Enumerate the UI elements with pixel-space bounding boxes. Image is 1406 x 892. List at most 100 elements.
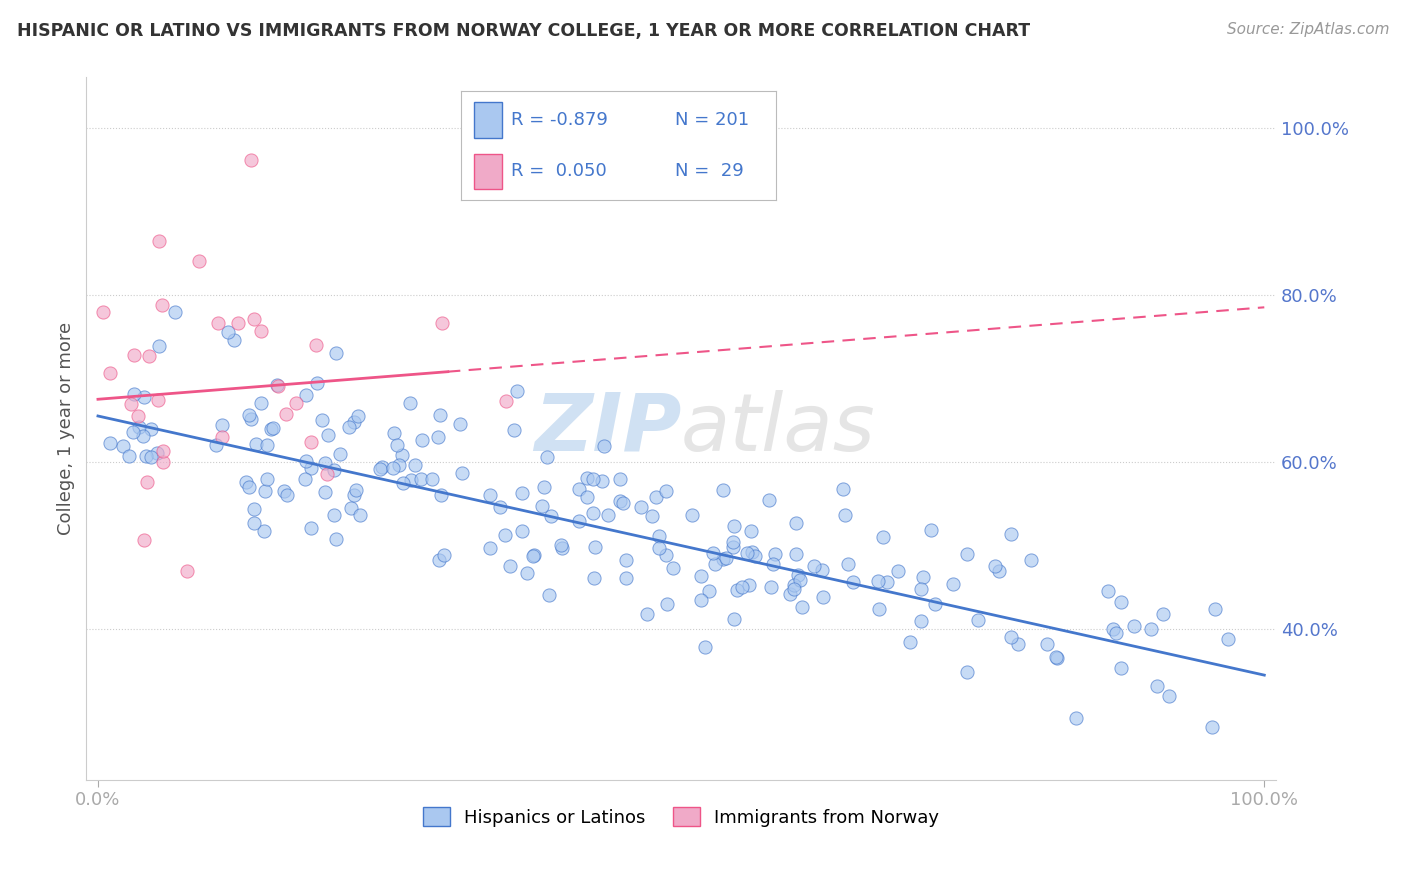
Point bbox=[124, 387, 146, 401]
Point bbox=[1019, 552, 1042, 566]
Point bbox=[1045, 650, 1067, 665]
Point bbox=[810, 563, 832, 577]
Point bbox=[146, 446, 169, 460]
Point bbox=[273, 483, 295, 498]
Point bbox=[134, 390, 156, 404]
Point bbox=[349, 508, 371, 523]
Point bbox=[284, 396, 307, 410]
Point bbox=[510, 524, 533, 538]
Point bbox=[135, 449, 157, 463]
Point bbox=[132, 429, 155, 443]
Point bbox=[1140, 622, 1163, 636]
Point bbox=[382, 461, 405, 475]
Point bbox=[205, 438, 228, 452]
Point bbox=[648, 541, 671, 556]
Point bbox=[910, 582, 932, 596]
Point bbox=[503, 424, 526, 438]
Point bbox=[176, 564, 198, 578]
Point bbox=[783, 578, 806, 592]
Point bbox=[537, 588, 560, 602]
Point bbox=[762, 557, 785, 571]
Point bbox=[148, 393, 170, 408]
Point bbox=[582, 471, 605, 485]
Point bbox=[163, 305, 186, 319]
Text: Source: ZipAtlas.com: Source: ZipAtlas.com bbox=[1226, 22, 1389, 37]
Point bbox=[723, 519, 745, 533]
Point bbox=[499, 559, 522, 574]
Point bbox=[725, 583, 748, 598]
Point bbox=[956, 548, 979, 562]
Point bbox=[983, 558, 1005, 573]
Point bbox=[295, 388, 318, 402]
Point bbox=[139, 450, 162, 464]
Point bbox=[152, 455, 174, 469]
Point bbox=[426, 430, 449, 444]
Point bbox=[299, 521, 322, 535]
Point bbox=[1218, 632, 1240, 646]
Point bbox=[118, 450, 141, 464]
Point bbox=[433, 548, 456, 562]
Point bbox=[898, 635, 921, 649]
Point bbox=[494, 528, 516, 542]
Point bbox=[655, 548, 678, 562]
Point bbox=[575, 491, 598, 505]
Point bbox=[152, 444, 174, 458]
Point bbox=[702, 546, 724, 560]
Point bbox=[262, 421, 284, 435]
Point bbox=[148, 339, 170, 353]
Point bbox=[522, 549, 544, 564]
Point bbox=[583, 571, 606, 585]
Point bbox=[614, 552, 637, 566]
Point bbox=[711, 552, 734, 566]
Point bbox=[401, 474, 423, 488]
Point bbox=[1159, 690, 1181, 704]
Point bbox=[314, 485, 336, 500]
Point bbox=[598, 508, 620, 523]
Point bbox=[91, 304, 114, 318]
Point bbox=[148, 234, 170, 248]
Point bbox=[427, 553, 450, 567]
Point bbox=[811, 590, 834, 604]
Point bbox=[967, 613, 990, 627]
Point bbox=[887, 564, 910, 578]
Point bbox=[240, 411, 263, 425]
Point bbox=[451, 466, 474, 480]
Point bbox=[582, 506, 605, 520]
Point bbox=[738, 578, 761, 592]
Text: HISPANIC OR LATINO VS IMMIGRANTS FROM NORWAY COLLEGE, 1 YEAR OR MORE CORRELATION: HISPANIC OR LATINO VS IMMIGRANTS FROM NO… bbox=[17, 22, 1031, 40]
Point bbox=[711, 483, 734, 497]
Point bbox=[240, 153, 263, 168]
Point bbox=[1046, 651, 1069, 665]
Point bbox=[575, 471, 598, 485]
Point bbox=[299, 434, 322, 449]
Point bbox=[910, 614, 932, 628]
Point bbox=[238, 480, 260, 494]
Point bbox=[593, 439, 616, 453]
Point bbox=[868, 601, 890, 615]
Point bbox=[803, 559, 825, 574]
Point bbox=[920, 523, 942, 537]
Point bbox=[243, 502, 266, 516]
Point bbox=[583, 540, 606, 554]
Point bbox=[761, 580, 783, 594]
Point bbox=[430, 316, 453, 330]
Point bbox=[609, 494, 631, 508]
Point bbox=[301, 461, 323, 475]
Point bbox=[506, 384, 529, 399]
Point bbox=[276, 488, 298, 502]
Text: atlas: atlas bbox=[681, 390, 876, 467]
Point bbox=[1007, 637, 1029, 651]
Point bbox=[942, 577, 965, 591]
Point bbox=[100, 366, 122, 380]
Point bbox=[550, 538, 572, 552]
Point bbox=[787, 568, 810, 582]
Point bbox=[924, 597, 946, 611]
Point bbox=[111, 439, 134, 453]
Point bbox=[124, 348, 146, 362]
Point bbox=[703, 558, 725, 572]
Point bbox=[1122, 619, 1144, 633]
Point bbox=[876, 575, 898, 590]
Point bbox=[122, 425, 145, 439]
Point bbox=[783, 582, 806, 596]
Point bbox=[138, 349, 160, 363]
